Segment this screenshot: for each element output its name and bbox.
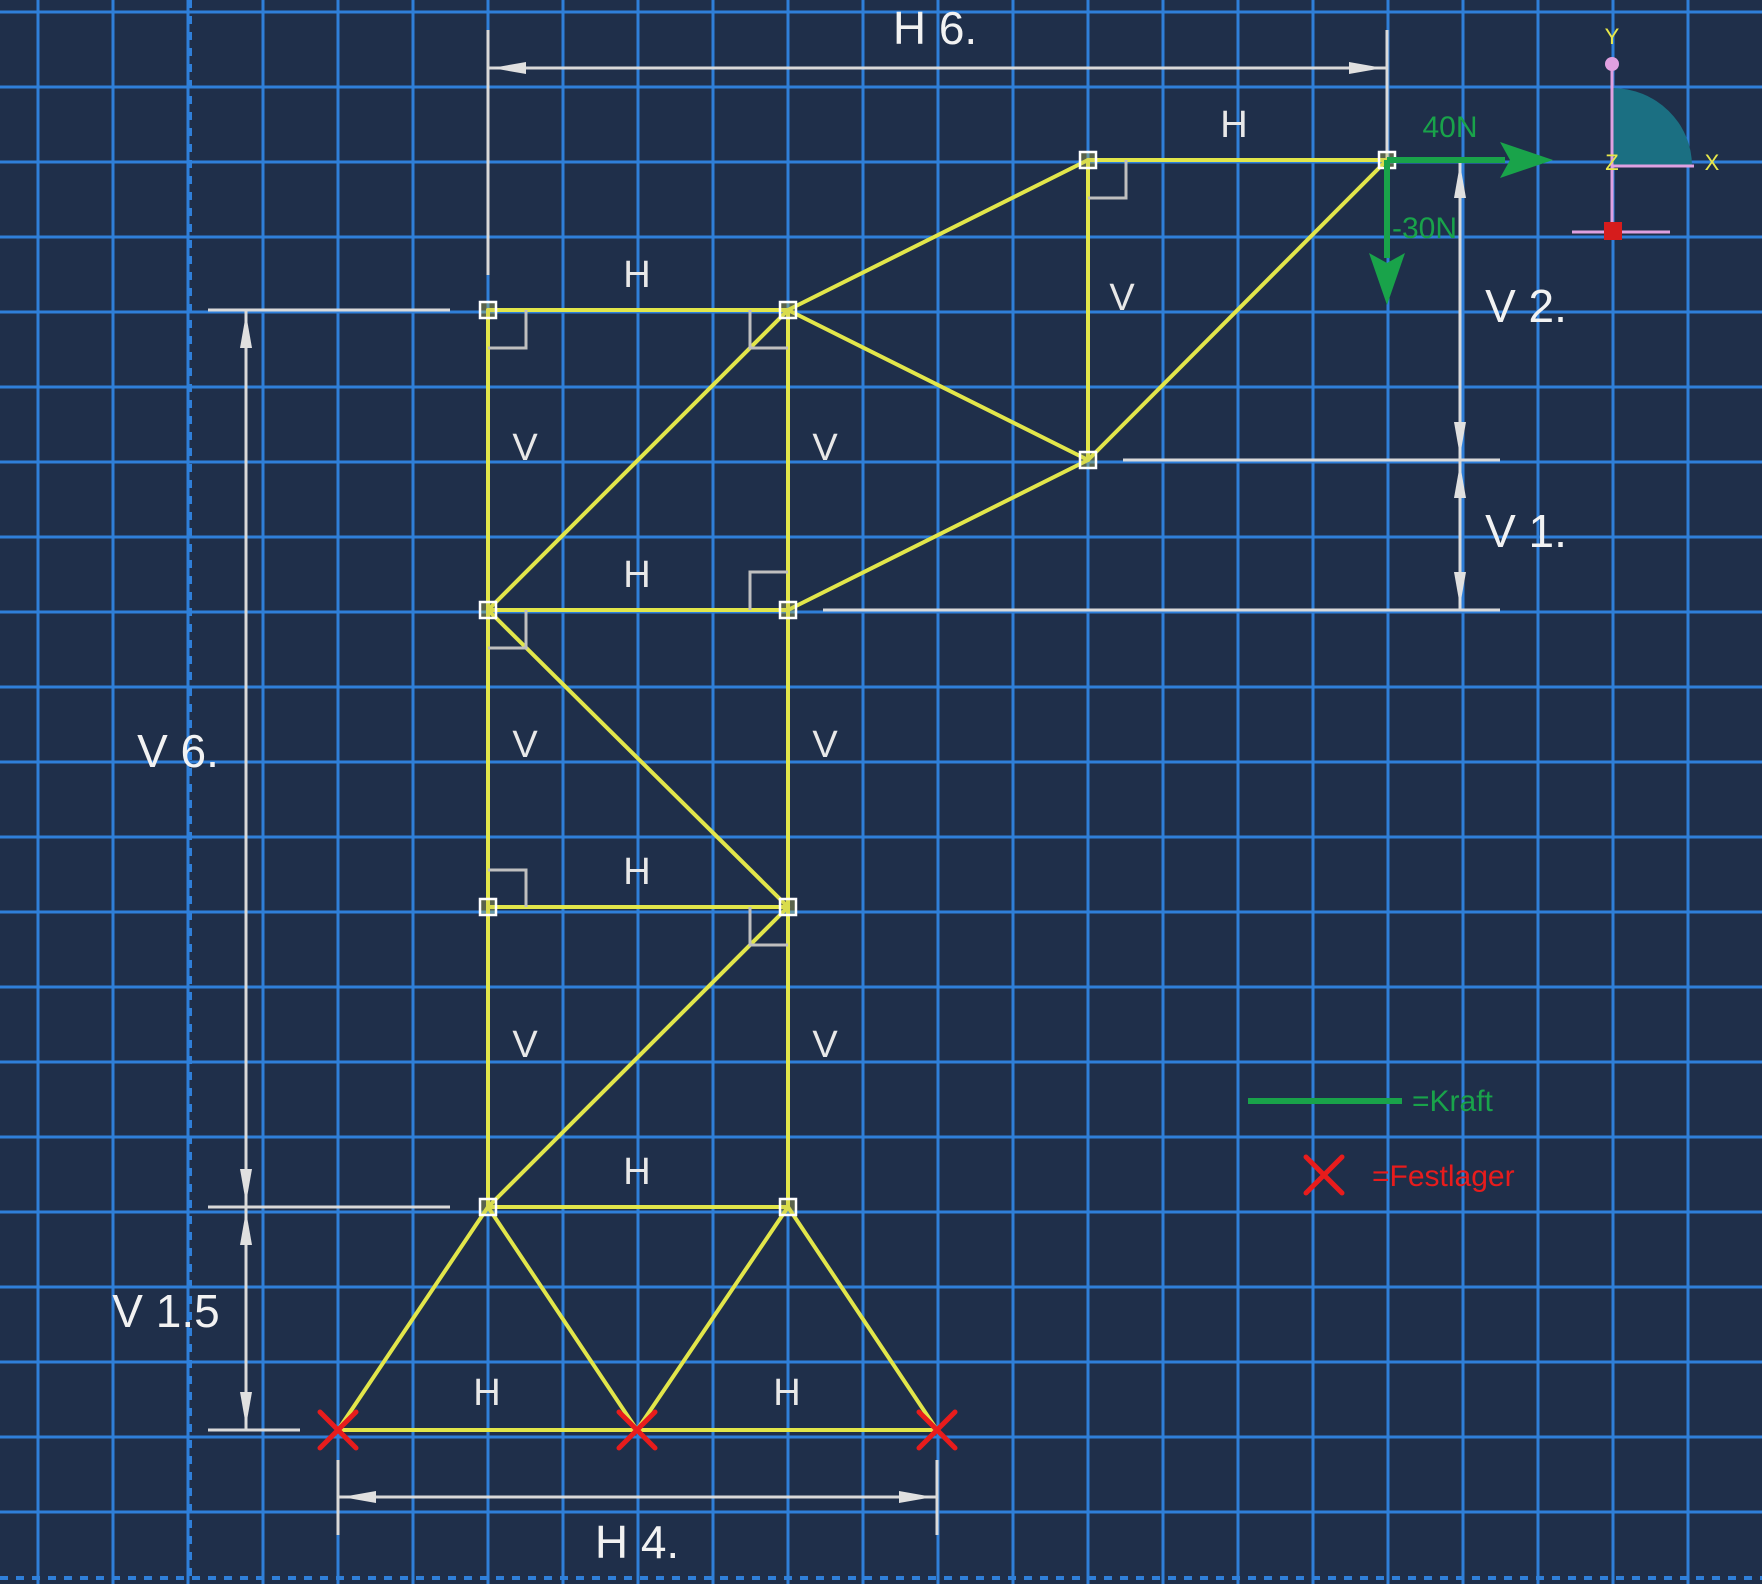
square-node-icon[interactable] bbox=[778, 1197, 798, 1217]
constraint-h: H bbox=[623, 1151, 650, 1193]
dimension-text-bottom[interactable]: H 4. bbox=[595, 1516, 679, 1568]
force-y-label: -30N bbox=[1392, 212, 1457, 245]
red-x-icon[interactable] bbox=[916, 1409, 958, 1451]
dimension-arrow-icon bbox=[492, 62, 526, 74]
member-jib-lower[interactable] bbox=[786, 458, 1090, 612]
dimension-text-left-base[interactable]: V 1.5 bbox=[112, 1285, 219, 1337]
legend-support-icon bbox=[1303, 1154, 1345, 1196]
dimension-text-right-lower[interactable]: V 1. bbox=[1485, 505, 1567, 557]
perpendicular-marker-icon bbox=[488, 310, 528, 350]
force-y-arrow-icon bbox=[1369, 253, 1405, 305]
square-node-icon[interactable] bbox=[478, 600, 498, 620]
legend: =Kraft =Festlager bbox=[1248, 1085, 1515, 1196]
triad-z-label: Z bbox=[1605, 150, 1618, 175]
sketch-nodes bbox=[478, 150, 1397, 1217]
member-base-diagonal[interactable] bbox=[336, 1205, 490, 1432]
dimension-arrow-icon bbox=[1454, 464, 1466, 498]
dimension-arrow-icon bbox=[899, 1491, 933, 1503]
member-jib-tip[interactable] bbox=[1086, 158, 1389, 462]
right-angle-markers bbox=[488, 160, 1128, 947]
constraint-v: V bbox=[1109, 277, 1135, 319]
dimension-arrow-icon bbox=[1454, 164, 1466, 198]
dimension-arrows bbox=[240, 62, 1466, 1503]
member-base-diagonal[interactable] bbox=[486, 1205, 639, 1432]
force-x-arrow-icon bbox=[1500, 142, 1553, 178]
constraint-h: H bbox=[623, 851, 650, 893]
legend-force-label: =Kraft bbox=[1412, 1085, 1494, 1118]
dimension-texts: H 6. H 4. V 6. V 1.5 V 2. V 1. bbox=[112, 2, 1567, 1568]
member-base-diagonal[interactable] bbox=[786, 1205, 939, 1432]
perpendicular-marker-icon bbox=[748, 570, 788, 610]
perpendicular-marker-icon bbox=[488, 610, 528, 650]
constraint-v: V bbox=[512, 724, 538, 766]
member-jib-diagonal[interactable] bbox=[786, 308, 1090, 462]
perpendicular-marker-icon bbox=[1088, 160, 1128, 200]
triad-x-label: X bbox=[1705, 150, 1720, 175]
red-x-icon[interactable] bbox=[616, 1409, 658, 1451]
dimension-arrow-icon bbox=[240, 314, 252, 348]
square-node-icon[interactable] bbox=[478, 1197, 498, 1217]
dimension-arrow-icon bbox=[240, 1392, 252, 1426]
member-jib-upper[interactable] bbox=[786, 158, 1090, 312]
perpendicular-marker-icon bbox=[488, 868, 528, 907]
dimension-arrow-icon bbox=[240, 1169, 252, 1203]
constraint-v: V bbox=[512, 1024, 538, 1066]
loads: 40N -30N bbox=[1369, 111, 1553, 305]
dimension-text-right-upper[interactable]: V 2. bbox=[1485, 280, 1567, 332]
member-diagonal[interactable] bbox=[486, 608, 790, 909]
square-node-icon[interactable] bbox=[478, 897, 498, 917]
force-x-label: 40N bbox=[1422, 111, 1477, 144]
member-diagonal[interactable] bbox=[486, 905, 790, 1209]
constraint-h: H bbox=[1220, 104, 1247, 146]
square-node-icon[interactable] bbox=[1078, 150, 1098, 170]
dimension-arrow-icon bbox=[1454, 572, 1466, 606]
constraint-h: H bbox=[473, 1372, 500, 1414]
dimension-text-top[interactable]: H 6. bbox=[893, 2, 977, 54]
dimension-arrow-icon bbox=[342, 1491, 376, 1503]
constraint-h: H bbox=[623, 554, 650, 596]
constraint-h: H bbox=[773, 1372, 800, 1414]
square-node-icon[interactable] bbox=[778, 600, 798, 620]
view-triad: Y X Z bbox=[1572, 24, 1720, 240]
triad-y-label: Y bbox=[1605, 24, 1620, 49]
legend-support-label: =Festlager bbox=[1372, 1160, 1515, 1193]
perpendicular-marker-icon bbox=[748, 907, 788, 947]
dimension-arrow-icon bbox=[1454, 422, 1466, 456]
constraint-v: V bbox=[812, 1024, 838, 1066]
dimension-arrow-icon bbox=[1349, 62, 1383, 74]
triad-marker-icon bbox=[1604, 222, 1622, 240]
triad-quarter-icon bbox=[1612, 88, 1692, 166]
constraint-h: H bbox=[623, 254, 650, 296]
member-diagonal[interactable] bbox=[486, 308, 790, 612]
constraint-labels: H H H H H H H V V V V V V V bbox=[473, 104, 1247, 1414]
member-base-diagonal[interactable] bbox=[635, 1205, 790, 1432]
dimension-text-left[interactable]: V 6. bbox=[137, 725, 219, 777]
constraint-v: V bbox=[812, 724, 838, 766]
square-node-icon[interactable] bbox=[778, 897, 798, 917]
red-x-icon[interactable] bbox=[317, 1409, 359, 1451]
triad-origin-icon bbox=[1605, 57, 1619, 71]
square-node-icon[interactable] bbox=[1078, 450, 1098, 470]
square-node-icon[interactable] bbox=[778, 300, 798, 320]
constraint-v: V bbox=[812, 427, 838, 469]
constraint-v: V bbox=[512, 427, 538, 469]
perpendicular-marker-icon bbox=[748, 310, 788, 350]
truss-members bbox=[336, 158, 1389, 1432]
square-node-icon[interactable] bbox=[478, 300, 498, 320]
dimension-arrow-icon bbox=[240, 1211, 252, 1245]
supports bbox=[317, 1409, 958, 1451]
